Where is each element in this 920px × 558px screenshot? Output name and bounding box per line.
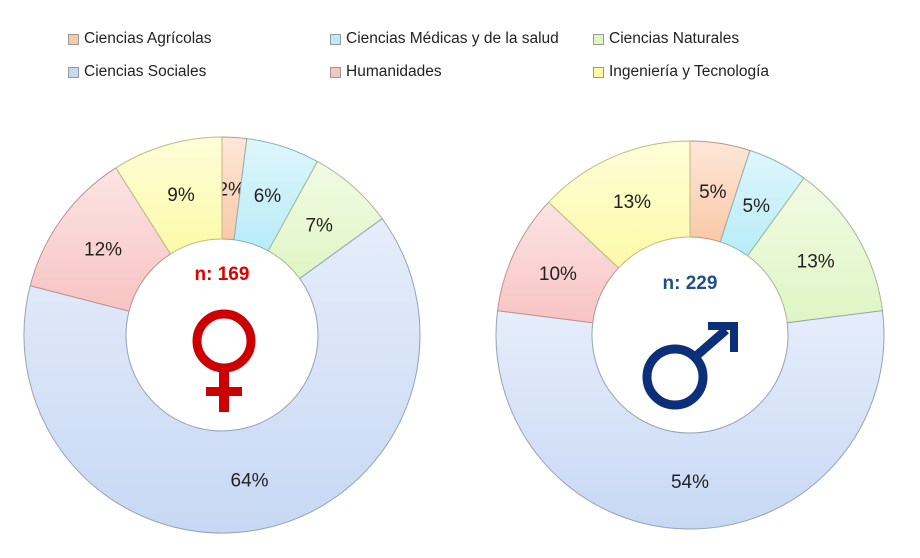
- legend-label: Ciencias Agrícolas: [84, 30, 212, 47]
- data-label: 13%: [797, 252, 835, 273]
- data-label: 5%: [743, 196, 771, 217]
- legend-swatch: [593, 33, 604, 45]
- legend-swatch: [330, 66, 341, 78]
- female-symbol-icon: [192, 309, 256, 412]
- legend-item: Ciencias Médicas y de la salud: [330, 30, 559, 48]
- sample-size-label: n: 229: [663, 273, 718, 294]
- donut-male: 5% 5% 13% 54% 10% 13% n: 229: [495, 140, 885, 530]
- data-label: 10%: [539, 264, 577, 285]
- data-label: 5%: [699, 182, 727, 203]
- slice-ingenier-a-y-tecnolog-a: [115, 136, 223, 255]
- legend-label: Ciencias Médicas y de la salud: [346, 30, 559, 47]
- slice-ingenier-a-y-tecnolog-a: [547, 140, 691, 269]
- legend-swatch: [330, 33, 341, 45]
- legend-item: Humanidades: [330, 63, 442, 81]
- legend-item: Ingeniería y Tecnología: [593, 63, 769, 81]
- slice-ciencias-sociales: [495, 310, 885, 530]
- legend-label: Ciencias Naturales: [609, 30, 740, 47]
- legend-item: Ciencias Sociales: [68, 63, 206, 81]
- chart-legend: Ciencias Agrícolas Ciencias Médicas y de …: [0, 0, 920, 100]
- data-label: 12%: [84, 240, 122, 261]
- data-label: 13%: [613, 192, 651, 213]
- legend-swatch: [68, 33, 79, 45]
- slice-ciencias-sociales: [23, 217, 421, 534]
- donut-female: 2% 6% 7% 64% 12% 9% n: 169: [23, 136, 421, 534]
- legend-item: Ciencias Naturales: [593, 30, 739, 48]
- male-symbol-icon: [642, 322, 738, 410]
- data-label: 7%: [305, 216, 333, 237]
- data-label: 2%: [217, 179, 245, 200]
- legend-item: Ciencias Agrícolas: [68, 30, 212, 48]
- legend-label: Humanidades: [346, 63, 442, 80]
- legend-label: Ingeniería y Tecnología: [609, 63, 769, 80]
- data-label: 54%: [671, 472, 709, 493]
- legend-swatch: [593, 66, 604, 78]
- legend-label: Ciencias Sociales: [84, 63, 207, 80]
- data-label: 9%: [167, 185, 195, 206]
- legend-swatch: [68, 66, 79, 78]
- sample-size-label: n: 169: [195, 264, 250, 285]
- data-label: 6%: [254, 186, 282, 207]
- data-label: 64%: [231, 470, 269, 491]
